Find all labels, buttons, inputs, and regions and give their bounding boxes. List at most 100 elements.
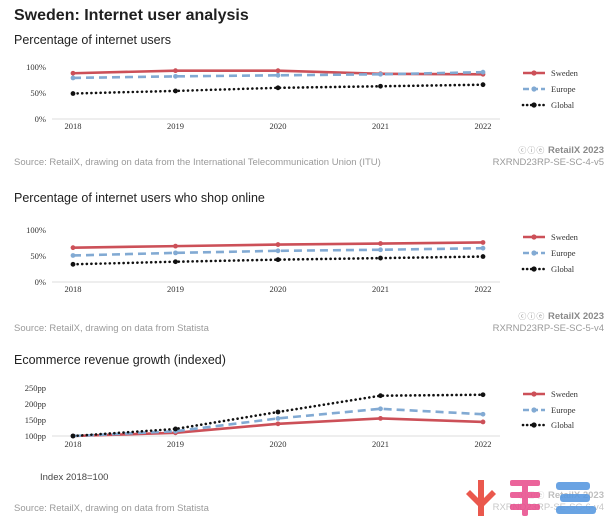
data-point-europe	[173, 73, 178, 79]
series-line-sweden	[71, 417, 485, 438]
data-point-europe	[480, 69, 486, 75]
series-line-europe	[72, 246, 484, 257]
data-point-sweden	[173, 243, 178, 249]
data-point-global	[275, 409, 281, 415]
logo-watermark-icon	[466, 480, 596, 516]
legend-marker-europe	[531, 407, 537, 413]
chart-2: 0% 50% 100% 2018 2019 2020 2021 2022 Sweden Europ…	[26, 225, 579, 294]
x-tick-label: 2020	[270, 284, 287, 294]
series-line-global	[71, 255, 485, 266]
chart-1: 0% 50% 100% 2018 2019 2020 2021 2022 Sweden Europ…	[26, 62, 579, 131]
chart-2-code: RXRND23RP-SE-SC-5-v4	[492, 323, 604, 334]
chart-2-title: Percentage of internet users who shop on…	[14, 191, 265, 205]
x-tick-label: 2019	[167, 284, 184, 294]
legend-label-sweden: Sweden	[551, 232, 579, 242]
data-point-global	[480, 82, 486, 88]
x-tick-label: 2022	[475, 439, 492, 449]
data-point-europe	[275, 248, 281, 254]
data-point-europe	[275, 72, 281, 78]
x-tick-label: 2018	[65, 121, 82, 131]
y-tick-label: 50%	[30, 88, 46, 98]
x-tick-label: 2019	[167, 439, 184, 449]
data-point-europe	[378, 71, 383, 77]
series-line-europe	[72, 407, 484, 438]
legend-marker-sweden	[531, 234, 537, 240]
x-tick-label: 2022	[475, 121, 492, 131]
y-tick-label: 100pp	[25, 431, 46, 441]
data-point-europe	[480, 245, 486, 251]
y-tick-label: 250pp	[25, 383, 46, 393]
legend-label-global: Global	[551, 420, 575, 430]
y-tick-label: 0%	[35, 277, 46, 287]
chart-1-brand-name: RetailX 2023	[548, 145, 604, 156]
data-point-global	[173, 88, 178, 94]
data-point-global	[480, 254, 486, 259]
data-point-europe	[480, 411, 486, 417]
legend-marker-sweden	[531, 391, 537, 397]
data-point-global	[378, 83, 383, 89]
x-tick-label: 2021	[372, 284, 389, 294]
legend-marker-global	[531, 102, 537, 108]
chart-3: 100pp 150pp 200pp 250pp 2018 2019 2020 2021 2022…	[25, 383, 579, 449]
data-point-global	[173, 426, 178, 432]
y-tick-label: 100%	[26, 225, 46, 235]
series-line-global	[71, 393, 485, 438]
data-point-sweden	[70, 245, 76, 251]
data-point-global	[275, 85, 281, 91]
data-point-sweden	[275, 242, 281, 247]
x-tick-label: 2022	[475, 284, 492, 294]
data-point-europe	[378, 406, 383, 412]
data-point-sweden	[378, 416, 383, 421]
data-point-sweden	[275, 68, 281, 74]
chart-3-code: RXRND23RP-SE-SC-6-v4	[492, 502, 604, 513]
legend-marker-global	[531, 422, 537, 428]
page-title: Sweden: Internet user analysis	[14, 7, 249, 24]
series-line-europe	[72, 70, 484, 80]
data-point-global	[70, 433, 76, 439]
legend-marker-europe	[531, 250, 537, 256]
chart-1-title: Percentage of internet users	[14, 33, 172, 47]
legend-label-europe: Europe	[551, 405, 576, 415]
data-point-europe	[70, 253, 76, 258]
legend-label-global: Global	[551, 264, 575, 274]
x-tick-label: 2020	[270, 439, 287, 449]
chart-2-brand: ⓒⓘⓔ RetailX 2023 RXRND23RP-SE-SC-5-v4	[493, 311, 604, 335]
legend-marker-global	[531, 266, 537, 272]
y-tick-label: 100%	[26, 62, 46, 72]
data-point-global	[173, 259, 178, 265]
data-point-sweden	[70, 70, 76, 76]
x-tick-label: 2021	[372, 121, 389, 131]
legend-label-sweden: Sweden	[551, 68, 579, 78]
legend-marker-sweden	[531, 70, 537, 76]
chart-1-code: RXRND23RP-SE-SC-4-v5	[492, 157, 604, 168]
data-point-global	[70, 91, 76, 96]
legend-marker-europe	[531, 86, 537, 92]
legend-label-europe: Europe	[551, 248, 576, 258]
data-point-sweden	[480, 419, 486, 425]
data-point-global	[480, 392, 486, 398]
data-point-global	[378, 393, 383, 399]
chart-1-source: Source: RetailX, drawing on data from th…	[14, 157, 381, 168]
chart-3-source: Source: RetailX, drawing on data from St…	[14, 503, 209, 514]
cc-license-icon: ⓒⓘⓔ	[518, 312, 546, 321]
data-point-europe	[173, 250, 178, 256]
series-line-global	[71, 83, 485, 95]
chart-3-title: Ecommerce revenue growth (indexed)	[14, 353, 226, 367]
x-tick-label: 2018	[65, 439, 82, 449]
y-tick-label: 200pp	[25, 399, 46, 409]
chart-2-source: Source: RetailX, drawing on data from St…	[14, 323, 209, 334]
y-tick-label: 0%	[35, 114, 46, 124]
data-point-europe	[378, 247, 383, 253]
x-tick-label: 2018	[65, 284, 82, 294]
data-point-global	[70, 261, 76, 267]
chart-1-brand: ⓒⓘⓔ RetailX 2023 RXRND23RP-SE-SC-4-v5	[493, 145, 604, 169]
y-tick-label: 150pp	[25, 415, 46, 425]
x-tick-label: 2020	[270, 121, 287, 131]
data-point-europe	[70, 75, 76, 81]
legend-label-europe: Europe	[551, 84, 576, 94]
cc-license-icon: ⓒⓘⓔ	[518, 146, 546, 155]
data-point-sweden	[378, 241, 383, 246]
x-tick-label: 2019	[167, 121, 184, 131]
legend-label-global: Global	[551, 100, 575, 110]
x-tick-label: 2021	[372, 439, 389, 449]
